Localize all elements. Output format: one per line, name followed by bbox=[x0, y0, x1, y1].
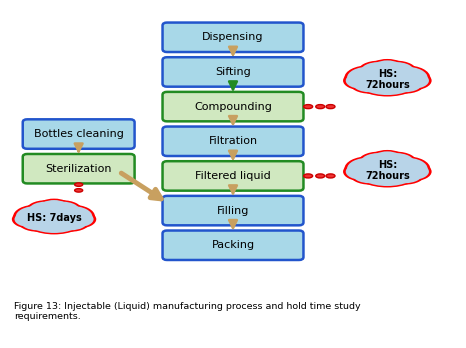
Ellipse shape bbox=[369, 59, 406, 78]
Ellipse shape bbox=[384, 158, 428, 180]
Ellipse shape bbox=[326, 105, 335, 109]
Text: Bottles cleaning: Bottles cleaning bbox=[34, 129, 123, 139]
FancyBboxPatch shape bbox=[163, 57, 303, 87]
Ellipse shape bbox=[13, 205, 59, 228]
Ellipse shape bbox=[352, 75, 386, 92]
Ellipse shape bbox=[358, 61, 399, 82]
Ellipse shape bbox=[346, 164, 377, 180]
FancyBboxPatch shape bbox=[23, 154, 135, 183]
Ellipse shape bbox=[46, 202, 80, 219]
Ellipse shape bbox=[344, 65, 393, 90]
Ellipse shape bbox=[304, 174, 313, 178]
Ellipse shape bbox=[43, 200, 82, 221]
Text: Compounding: Compounding bbox=[194, 102, 272, 112]
Ellipse shape bbox=[397, 72, 429, 89]
Text: Figure 13: Injectable (Liquid) manufacturing process and hold time study
require: Figure 13: Injectable (Liquid) manufactu… bbox=[14, 302, 360, 321]
Ellipse shape bbox=[376, 61, 417, 82]
Ellipse shape bbox=[26, 200, 65, 221]
Ellipse shape bbox=[22, 204, 86, 235]
Ellipse shape bbox=[358, 152, 399, 173]
Ellipse shape bbox=[350, 164, 389, 184]
Ellipse shape bbox=[343, 71, 380, 90]
Ellipse shape bbox=[350, 73, 389, 94]
Ellipse shape bbox=[395, 71, 432, 90]
Ellipse shape bbox=[354, 65, 420, 96]
Ellipse shape bbox=[25, 206, 83, 233]
Ellipse shape bbox=[343, 162, 380, 181]
Ellipse shape bbox=[382, 156, 430, 181]
Ellipse shape bbox=[397, 164, 429, 180]
Ellipse shape bbox=[75, 189, 82, 192]
Ellipse shape bbox=[385, 164, 425, 184]
Ellipse shape bbox=[18, 212, 56, 232]
FancyBboxPatch shape bbox=[163, 23, 303, 52]
Ellipse shape bbox=[64, 212, 94, 227]
Ellipse shape bbox=[49, 205, 95, 228]
Ellipse shape bbox=[361, 153, 396, 172]
Ellipse shape bbox=[388, 75, 422, 92]
Ellipse shape bbox=[346, 72, 377, 89]
Ellipse shape bbox=[75, 183, 82, 186]
FancyBboxPatch shape bbox=[163, 196, 303, 225]
FancyBboxPatch shape bbox=[23, 119, 135, 149]
Text: Filling: Filling bbox=[217, 206, 249, 216]
Ellipse shape bbox=[36, 199, 72, 217]
Text: Packing: Packing bbox=[212, 240, 254, 250]
Ellipse shape bbox=[385, 73, 425, 94]
FancyBboxPatch shape bbox=[163, 161, 303, 191]
Text: HS: 7days: HS: 7days bbox=[27, 213, 82, 223]
Ellipse shape bbox=[352, 166, 386, 183]
Ellipse shape bbox=[354, 156, 420, 188]
Ellipse shape bbox=[372, 151, 403, 167]
Ellipse shape bbox=[304, 105, 313, 109]
Text: Filtration: Filtration bbox=[208, 136, 258, 146]
Ellipse shape bbox=[52, 212, 90, 232]
FancyBboxPatch shape bbox=[163, 230, 303, 260]
Ellipse shape bbox=[376, 152, 417, 173]
Ellipse shape bbox=[61, 210, 96, 228]
Ellipse shape bbox=[316, 105, 325, 109]
Ellipse shape bbox=[372, 61, 403, 77]
Ellipse shape bbox=[52, 206, 92, 227]
Ellipse shape bbox=[361, 62, 396, 81]
Ellipse shape bbox=[347, 67, 390, 89]
Ellipse shape bbox=[369, 150, 406, 169]
Ellipse shape bbox=[12, 210, 47, 228]
Text: Sifting: Sifting bbox=[215, 67, 251, 77]
Text: Filtered liquid: Filtered liquid bbox=[195, 171, 271, 181]
Text: HS:
72hours: HS: 72hours bbox=[365, 69, 410, 90]
FancyBboxPatch shape bbox=[163, 127, 303, 156]
Ellipse shape bbox=[388, 166, 422, 183]
Ellipse shape bbox=[21, 214, 53, 230]
Ellipse shape bbox=[316, 174, 325, 178]
Text: Dispensing: Dispensing bbox=[202, 32, 264, 42]
Ellipse shape bbox=[378, 153, 414, 172]
Ellipse shape bbox=[357, 157, 418, 186]
Ellipse shape bbox=[347, 158, 390, 180]
Ellipse shape bbox=[28, 202, 62, 219]
Ellipse shape bbox=[395, 162, 432, 181]
Text: Sterilization: Sterilization bbox=[45, 164, 112, 174]
Ellipse shape bbox=[16, 206, 56, 227]
FancyBboxPatch shape bbox=[163, 92, 303, 121]
Text: HS:
72hours: HS: 72hours bbox=[365, 160, 410, 181]
Ellipse shape bbox=[378, 62, 414, 81]
Ellipse shape bbox=[39, 200, 69, 215]
Ellipse shape bbox=[357, 66, 418, 95]
Ellipse shape bbox=[55, 214, 87, 230]
Ellipse shape bbox=[382, 65, 430, 90]
Ellipse shape bbox=[14, 212, 44, 227]
Ellipse shape bbox=[384, 67, 428, 89]
Ellipse shape bbox=[326, 174, 335, 178]
Ellipse shape bbox=[344, 156, 393, 181]
